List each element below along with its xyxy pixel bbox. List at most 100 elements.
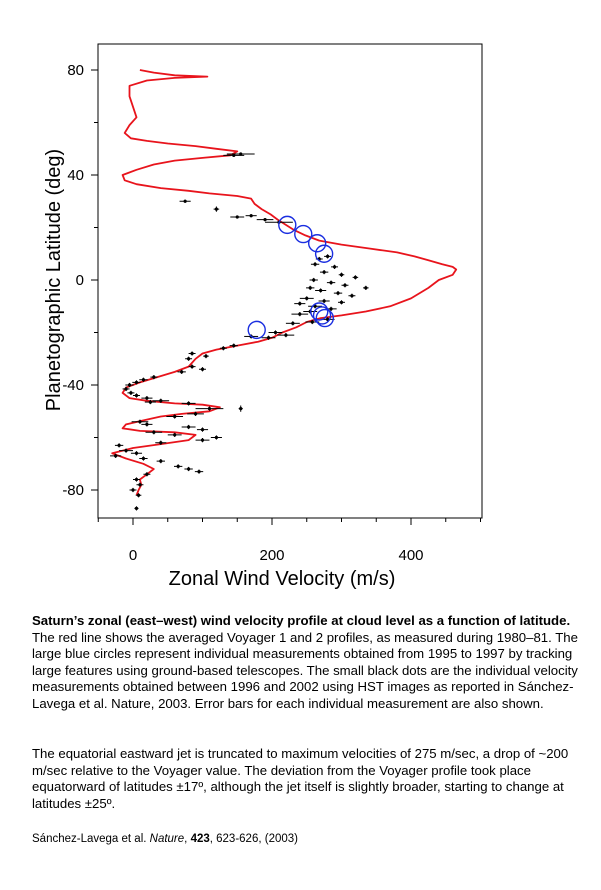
hst-measurement [196, 427, 209, 432]
hst-measurement [155, 440, 167, 445]
hst-measurement [188, 364, 196, 369]
citation-authors: Sánchez-Lavega et al. [32, 833, 150, 845]
citation-volume: 423 [190, 833, 210, 845]
hst-measurement [133, 477, 140, 482]
caption-body: The red line shows the averaged Voyager … [32, 629, 578, 711]
hst-measurement [318, 298, 330, 304]
y-tick-label: -40 [62, 377, 84, 394]
hst-measurement [291, 312, 309, 317]
hst-measurement [341, 283, 349, 288]
hst-measurement [238, 405, 243, 412]
hst-measurement [139, 377, 148, 382]
voyager-profile-line [111, 69, 458, 496]
hst-measurement [210, 435, 222, 440]
ground-based-circle [312, 306, 332, 325]
hst-measurement [179, 199, 191, 203]
hst-measurement [285, 321, 300, 326]
hst-measurement [125, 382, 134, 388]
hst-measurement [187, 411, 204, 416]
hst-measurement [319, 270, 329, 275]
hst-measurement [184, 466, 193, 472]
hst-measurement [245, 214, 257, 218]
hst-measurement [144, 399, 156, 405]
ground-based-circle [278, 215, 297, 235]
hst-measurement [333, 291, 343, 296]
hst-measurement [127, 390, 135, 395]
hst-measurement [122, 386, 130, 392]
hst-measurement [141, 396, 153, 401]
caption-paragraph-2: The equatorial eastward jet is truncated… [32, 746, 569, 811]
figure-caption: Saturn’s zonal (east–west) wind velocity… [32, 613, 580, 712]
y-tick-label: -80 [62, 482, 84, 499]
hst-measurement [134, 506, 139, 511]
ground-based-circle [315, 308, 335, 328]
ground-based-circle [247, 320, 266, 340]
hst-measurement [133, 393, 140, 398]
hst-measurement [114, 443, 124, 448]
hst-measurement [199, 367, 206, 372]
hst-measurement [150, 375, 158, 380]
ground-based-circle [314, 244, 334, 263]
hst-measurement [338, 272, 345, 277]
hst-measurement [324, 254, 332, 259]
plot-frame [97, 43, 483, 519]
hst-measurement [135, 493, 142, 498]
hst-measurement [174, 464, 183, 469]
hst-measurement [268, 330, 283, 335]
caption-bold-intro: Saturn’s zonal (east–west) wind velocity… [32, 613, 571, 628]
wind-profile-chart: 0 200 400 80 40 0 -40 -80 Zonal Wind Velocity (… [43, 43, 483, 590]
hst-measurement [309, 277, 318, 283]
hst-measurement [167, 432, 182, 437]
hst-measurement [136, 482, 144, 487]
hst-measurement [152, 398, 170, 403]
hst-measurement [119, 448, 133, 453]
hst-measurement [306, 285, 315, 290]
y-tick-label: 0 [76, 272, 84, 289]
hst-measurement [181, 401, 196, 406]
hst-measurement [195, 438, 210, 443]
x-tick-label: 400 [398, 547, 423, 564]
hst-measurement [143, 472, 151, 477]
hst-measurement [223, 153, 245, 157]
hst-measurement [181, 424, 196, 430]
hst-measurement [130, 451, 143, 456]
hst-measurement [213, 206, 220, 212]
voyager-layer [111, 69, 458, 496]
x-tick-label: 200 [259, 547, 284, 564]
hst-measurement [156, 459, 165, 464]
hst-measurement [331, 264, 339, 269]
hst-measurement [195, 406, 224, 411]
hst-measurement [132, 380, 141, 385]
citation: Sánchez-Lavega et al. Nature, 423, 623-6… [32, 833, 298, 845]
hst-measurement [185, 356, 193, 361]
hst-measurement [261, 335, 276, 340]
ground-based-layer [247, 215, 335, 340]
hst-measurement [194, 469, 204, 474]
hst-measurement [294, 301, 306, 306]
y-tick-label: 40 [67, 167, 84, 184]
hst-measurement [256, 218, 274, 222]
hst-measurement [310, 262, 320, 267]
citation-pages: , 623-626, (2003) [209, 833, 298, 845]
hst-measurement [219, 346, 227, 351]
hst-measurement [352, 275, 359, 280]
hst-measurement [277, 333, 295, 338]
hst-layer [110, 152, 369, 511]
hst-measurement [315, 288, 327, 293]
x-axis-label: Zonal Wind Velocity (m/s) [169, 568, 396, 590]
hst-measurement [230, 215, 245, 219]
ground-based-circle [307, 234, 327, 253]
hst-measurement [166, 414, 184, 419]
hst-measurement [141, 422, 153, 427]
hst-measurement [131, 419, 149, 424]
y-tick-label: 80 [67, 62, 84, 79]
hst-measurement [129, 487, 137, 493]
hst-measurement [348, 293, 356, 298]
x-tick-label: 0 [129, 547, 137, 564]
hst-measurement [203, 354, 209, 359]
citation-journal: Nature [149, 833, 185, 845]
hst-measurement [299, 296, 314, 301]
hst-measurement [139, 456, 148, 461]
